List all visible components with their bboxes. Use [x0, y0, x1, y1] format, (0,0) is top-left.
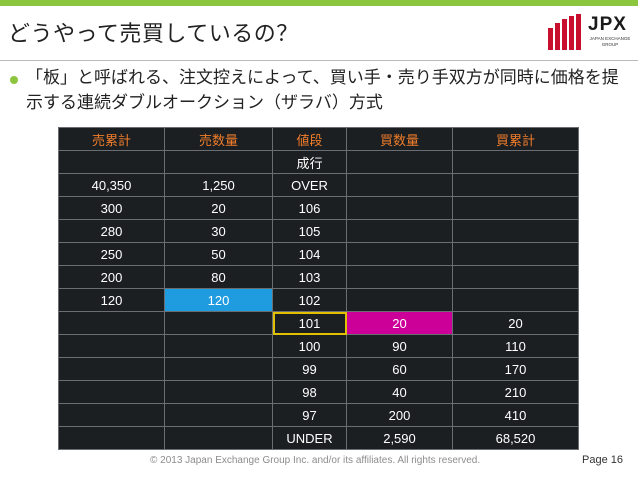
cell-buy-cumulative: 210: [452, 380, 579, 404]
logo-subtitle: JAPAN EXCHANGE GROUP: [589, 36, 631, 47]
cell-sell-cumulative: 250: [58, 242, 165, 266]
cell-sell-cumulative: 40,350: [58, 173, 165, 197]
cell-sell-quantity: [164, 380, 273, 404]
cell-sell-cumulative: [58, 426, 165, 450]
table-row: 120 120 102: [58, 288, 579, 312]
cell-buy-cumulative: 170: [452, 357, 579, 381]
table-row: 40,350 1,250 OVER: [58, 173, 579, 197]
table-row: 98 40 210: [58, 380, 579, 404]
cell-sell-cumulative: [58, 334, 165, 358]
cell-sell-cumulative: 300: [58, 196, 165, 220]
jpx-logo-icon: [548, 14, 581, 50]
cell-sell-cumulative: 200: [58, 265, 165, 289]
cell-buy-quantity: 200: [346, 403, 453, 427]
copyright-footer: © 2013 Japan Exchange Group Inc. and/or …: [150, 455, 481, 466]
cell-sell-cumulative: [58, 380, 165, 404]
cell-price: 99: [272, 357, 347, 381]
cell-buy-cumulative: 110: [452, 334, 579, 358]
cell-buy-cumulative: [452, 265, 579, 289]
table-row: 99 60 170: [58, 357, 579, 381]
cell-buy-cumulative: [452, 288, 579, 312]
table-row: 250 50 104: [58, 242, 579, 266]
cell-buy-cumulative: [452, 242, 579, 266]
cell-sell-cumulative: [58, 150, 165, 174]
cell-price: OVER: [272, 173, 347, 197]
header-buy-quantity: 買数量: [346, 127, 453, 151]
logo-name: JPX: [588, 14, 627, 35]
table-row: 100 90 110: [58, 334, 579, 358]
cell-price: 105: [272, 219, 347, 243]
cell-price: 97: [272, 403, 347, 427]
cell-sell-cumulative: [58, 311, 165, 335]
cell-buy-quantity: [346, 265, 453, 289]
jpx-logo: JPX JAPAN EXCHANGE GROUP: [546, 12, 632, 54]
table-row: 300 20 106: [58, 196, 579, 220]
cell-buy-quantity: [346, 242, 453, 266]
cell-buy-quantity: 40: [346, 380, 453, 404]
title-divider: [0, 60, 638, 61]
cell-sell-quantity: 120: [164, 288, 273, 312]
cell-sell-quantity: 30: [164, 219, 273, 243]
cell-price: 101: [272, 311, 347, 335]
cell-buy-cumulative: [452, 150, 579, 174]
table-row: 101 20 20: [58, 311, 579, 335]
cell-buy-cumulative: [452, 196, 579, 220]
cell-buy-cumulative: 410: [452, 403, 579, 427]
cell-buy-cumulative: [452, 219, 579, 243]
cell-sell-cumulative: 120: [58, 288, 165, 312]
header-price: 値段: [272, 127, 347, 151]
cell-sell-quantity: 80: [164, 265, 273, 289]
cell-price: UNDER: [272, 426, 347, 450]
cell-buy-cumulative: 68,520: [452, 426, 579, 450]
table-row: 280 30 105: [58, 219, 579, 243]
cell-price: 104: [272, 242, 347, 266]
cell-sell-quantity: 20: [164, 196, 273, 220]
cell-buy-quantity: 90: [346, 334, 453, 358]
cell-price: 102: [272, 288, 347, 312]
cell-sell-quantity: [164, 426, 273, 450]
bullet-text: 「板」と呼ばれる、注文控えによって、買い手・売り手双方が同時に価格を提示する連続…: [26, 68, 619, 113]
cell-price: 100: [272, 334, 347, 358]
cell-sell-quantity: 1,250: [164, 173, 273, 197]
cell-price: 103: [272, 265, 347, 289]
cell-buy-cumulative: 20: [452, 311, 579, 335]
table-row: UNDER 2,590 68,520: [58, 426, 579, 450]
table-row: 200 80 103: [58, 265, 579, 289]
cell-sell-quantity: 50: [164, 242, 273, 266]
cell-price: 106: [272, 196, 347, 220]
cell-buy-quantity: [346, 173, 453, 197]
cell-sell-quantity: [164, 150, 273, 174]
table-header-row: 売累計 売数量 値段 買数量 買累計: [58, 127, 579, 151]
cell-sell-quantity: [164, 357, 273, 381]
table-row: 97 200 410: [58, 403, 579, 427]
cell-sell-cumulative: 280: [58, 219, 165, 243]
header-sell-cumulative: 売累計: [58, 127, 165, 151]
order-book-table: 売累計 売数量 値段 買数量 買累計 成行 40,350 1,250 OVER 300 2…: [58, 127, 579, 450]
cell-sell-cumulative: [58, 403, 165, 427]
cell-buy-quantity: 2,590: [346, 426, 453, 450]
cell-buy-quantity: 60: [346, 357, 453, 381]
page-number: Page 16: [582, 454, 623, 466]
bullet-icon: [10, 76, 18, 84]
cell-buy-quantity: [346, 196, 453, 220]
cell-buy-cumulative: [452, 173, 579, 197]
cell-buy-quantity: [346, 288, 453, 312]
cell-price: 成行: [272, 150, 347, 174]
table-row: 成行: [58, 150, 579, 174]
cell-sell-cumulative: [58, 357, 165, 381]
cell-buy-quantity: 20: [346, 311, 453, 335]
cell-buy-quantity: [346, 219, 453, 243]
cell-sell-quantity: [164, 403, 273, 427]
header-sell-quantity: 売数量: [164, 127, 273, 151]
cell-price: 98: [272, 380, 347, 404]
cell-sell-quantity: [164, 334, 273, 358]
slide-title: どうやって売買しているの？: [8, 22, 299, 47]
header-buy-cumulative: 買累計: [452, 127, 579, 151]
top-accent-bar: [0, 0, 638, 6]
cell-buy-quantity: [346, 150, 453, 174]
cell-sell-quantity: [164, 311, 273, 335]
